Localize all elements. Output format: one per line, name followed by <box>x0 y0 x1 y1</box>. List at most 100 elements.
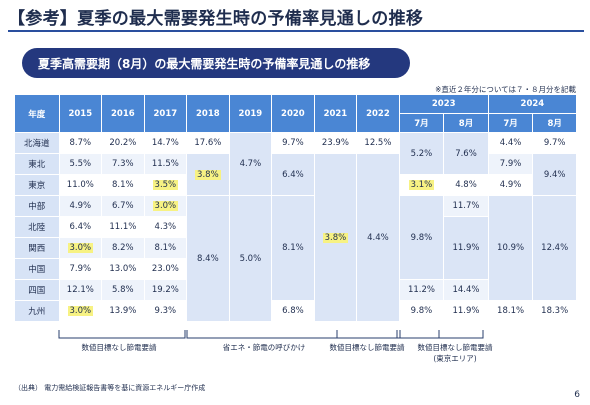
region-label: 九州 <box>14 300 60 322</box>
header-2021: 2021 <box>313 94 358 133</box>
bracket-line <box>336 330 398 339</box>
value-cell: 8.2% <box>101 237 145 259</box>
value-cell: 5.8% <box>101 279 145 301</box>
value-cell: 4.8% <box>443 174 489 196</box>
table-row: 北陸 6.4% 11.1% 4.3% 11.9% <box>14 216 577 280</box>
value-cell: 4.7% <box>228 132 273 196</box>
value-cell: 8.7% <box>58 132 103 154</box>
value-cell: 19.2% <box>143 279 188 301</box>
table-row: 北海道 8.7% 20.2% 14.7% 17.6% 4.7% 9.7% 23.… <box>14 132 577 196</box>
header-2024: 2024 <box>487 94 578 114</box>
value-cell: 12.4% <box>532 195 577 301</box>
value-cell: 4.3% <box>143 216 188 238</box>
value-cell: 14.4% <box>443 279 489 301</box>
value-cell: 5.2% <box>398 132 445 175</box>
bracket-line <box>186 330 440 339</box>
value-cell: 20.2% <box>101 132 145 154</box>
source-note: （出典） 電力需給検証報告書等を基に資源エネルギー庁作成 <box>14 384 206 392</box>
value-cell: 18.3% <box>532 300 577 322</box>
title-divider <box>8 30 584 32</box>
highlighted-value: 3.1% <box>408 180 435 190</box>
header-2020: 2020 <box>271 94 315 133</box>
bracket-line <box>58 330 186 339</box>
value-cell: 4.9% <box>487 174 534 196</box>
value-cell: 4.4% <box>487 132 534 154</box>
table-note: ※直近２年分については７・８月分を記載 <box>435 85 576 94</box>
highlighted-value: 3.5% <box>152 180 179 190</box>
value-cell: 6.4% <box>271 153 315 196</box>
value-cell: 6.8% <box>271 300 315 322</box>
value-cell: 3.0% <box>58 300 103 322</box>
bracket-label-2: 省エネ・節電の呼びかけ <box>222 343 306 352</box>
page-number: 6 <box>574 390 580 400</box>
header-2024-july: 7月 <box>487 113 534 133</box>
banner-label: 夏季高需要期（8月）の最大需要発生時の予備率見通しの推移 <box>38 56 371 71</box>
header-year-corner: 年度 <box>14 94 60 133</box>
value-cell: 18.1% <box>487 300 534 322</box>
value-cell: 13.9% <box>101 300 145 322</box>
table-row: 九州 3.0% 13.9% 9.3% 6.8% 9.8% 11.9% 18.1%… <box>14 300 577 322</box>
value-cell: 7.3% <box>101 153 145 175</box>
highlighted-value: 3.8% <box>195 169 221 180</box>
header-2023-august: 8月 <box>443 113 489 133</box>
table-row: 関西 3.0% 8.2% 8.1% <box>14 237 577 259</box>
header-2015: 2015 <box>58 94 103 133</box>
value-cell: 3.8% <box>186 153 230 196</box>
region-label: 四国 <box>14 279 60 301</box>
value-cell: 8.1% <box>143 237 188 259</box>
highlighted-value: 3.8% <box>322 232 349 243</box>
highlighted-value: 3.0% <box>152 201 179 211</box>
value-cell: 9.3% <box>143 300 188 322</box>
value-cell: 5.5% <box>58 153 103 175</box>
value-cell: 11.2% <box>398 279 445 301</box>
table-row: 四国 12.1% 5.8% 19.2% 11.2% 14.4% <box>14 279 577 301</box>
region-label: 関西 <box>14 237 60 259</box>
header-2023-july: 7月 <box>398 113 445 133</box>
value-cell: 12.5% <box>356 132 400 154</box>
page-title: 【参考】夏季の最大需要発生時の予備率見通しの推移 <box>8 9 424 29</box>
value-cell: 11.0% <box>58 174 103 196</box>
policy-brackets: 数値目標なし節電要請 省エネ・節電の呼びかけ 数値目標なし節電要請 数値目標なし… <box>0 326 590 366</box>
region-label: 北海道 <box>14 132 60 154</box>
value-cell: 8.4% <box>186 195 230 322</box>
value-cell: 13.0% <box>101 258 145 280</box>
bracket-label-1: 数値目標なし節電要請 <box>81 343 157 352</box>
value-cell: 14.7% <box>143 132 188 154</box>
value-cell: 11.7% <box>443 195 489 217</box>
header-2017: 2017 <box>143 94 188 133</box>
value-cell: 8.1% <box>101 174 145 196</box>
value-cell: 11.1% <box>101 216 145 238</box>
bracket-label-4-line2: (東京エリア) <box>433 354 477 363</box>
region-label: 中部 <box>14 195 60 217</box>
value-cell: 11.5% <box>143 153 188 175</box>
value-cell: 23.0% <box>143 258 188 280</box>
value-cell: 11.9% <box>443 300 489 322</box>
highlighted-value: 3.0% <box>67 306 94 316</box>
bracket-label-4: 数値目標なし節電要請 (東京エリア) <box>410 342 500 364</box>
table-row: 東北 5.5% 7.3% 11.5% 3.8% 6.4% 3.8% 4.4% 7… <box>14 153 577 322</box>
region-label: 東北 <box>14 153 60 175</box>
reserve-margin-table: 年度 2015 2016 2017 2018 2019 2020 2021 20… <box>14 94 578 322</box>
value-cell: 3.5% <box>143 174 188 196</box>
value-cell: 9.8% <box>398 195 445 280</box>
value-cell: 3.0% <box>143 195 188 217</box>
value-cell: 6.4% <box>58 216 103 238</box>
value-cell: 9.7% <box>271 132 315 154</box>
value-cell: 7.9% <box>487 153 534 175</box>
value-cell: 3.8% <box>313 153 358 322</box>
table-row: 中国 7.9% 13.0% 23.0% <box>14 258 577 280</box>
value-cell: 17.6% <box>186 132 230 154</box>
value-cell: 9.7% <box>532 132 577 154</box>
highlighted-value: 3.0% <box>67 243 94 253</box>
table-row: 中部 4.9% 6.7% 3.0% 8.4% 5.0% 8.1% 9.8% 11… <box>14 195 577 322</box>
value-cell: 3.0% <box>58 237 103 259</box>
header-row-years: 年度 2015 2016 2017 2018 2019 2020 2021 20… <box>14 94 578 133</box>
value-cell: 4.4% <box>356 153 400 322</box>
header-2024-august: 8月 <box>532 113 577 133</box>
value-cell: 4.9% <box>58 195 103 217</box>
bracket-label-4-line1: 数値目標なし節電要請 <box>417 343 493 352</box>
header-2016: 2016 <box>101 94 145 133</box>
value-cell: 9.8% <box>398 300 445 322</box>
value-cell: 12.1% <box>58 279 103 301</box>
value-cell: 7.6% <box>443 132 489 175</box>
